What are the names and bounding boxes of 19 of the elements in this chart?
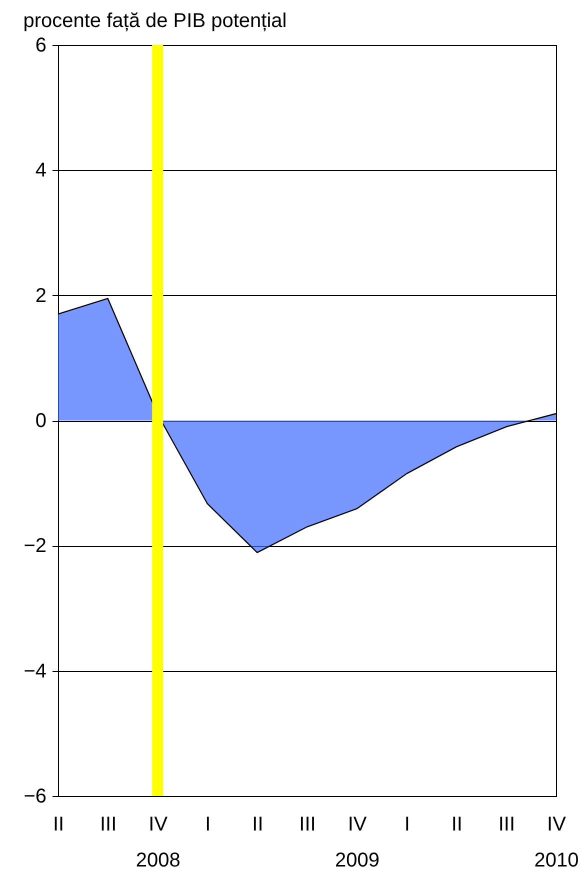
y-tick-label: −6 — [24, 786, 46, 808]
x-tick-label: I — [404, 814, 410, 836]
y-tick-label: 0 — [35, 410, 46, 432]
y-tick-label: −4 — [24, 660, 46, 682]
y-tick-label: 6 — [35, 34, 46, 56]
x-tick-label: I — [205, 814, 211, 836]
x-tick-label: II — [52, 814, 64, 836]
x-tick-label: III — [299, 814, 316, 836]
x-tick-label: III — [498, 814, 516, 836]
x-tick-label: IV 2009 — [335, 814, 380, 872]
x-tick-label: III — [100, 814, 117, 836]
y-axis-title: procente față de PIB potențial — [23, 10, 287, 32]
x-tick-label: IV 2010 — [534, 814, 579, 872]
x-tick-label: II — [451, 814, 462, 836]
x-tick-label: IV 2008 — [136, 814, 180, 872]
y-tick-label: 4 — [35, 160, 46, 182]
x-tick-label: II — [252, 814, 264, 836]
y-tick-label: −2 — [24, 535, 46, 558]
y-tick-label: 2 — [35, 284, 46, 307]
